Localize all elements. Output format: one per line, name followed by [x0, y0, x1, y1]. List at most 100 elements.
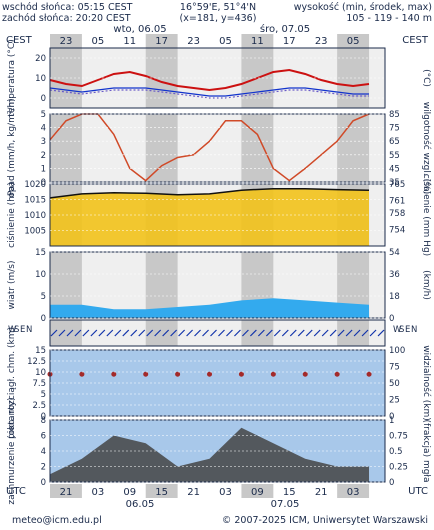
ytick-3-3: 15	[35, 248, 46, 258]
y2tick-3-2: 36	[389, 270, 400, 280]
wind-arrow	[178, 329, 186, 337]
visibility-bg	[50, 350, 385, 416]
ytick-5-0: 0	[41, 412, 46, 422]
ytick-3-0: 0	[41, 314, 46, 324]
wind-direction-panel: W WS SE EN N	[8, 319, 417, 347]
pressure-area	[50, 188, 370, 246]
ylabel-0: temperatura (°C)	[7, 39, 17, 116]
ylabel-5: pion. rozciągł. chm. (km)	[7, 327, 17, 439]
wind-arrow	[50, 329, 58, 337]
y2tick-5-2: 50	[389, 379, 400, 389]
bottom-hour-3: 15	[155, 487, 168, 498]
visibility-point	[111, 371, 117, 377]
y2label-5: widzialność (km)	[421, 345, 432, 421]
y2tick-3-0: 0	[389, 314, 394, 324]
night-band-4-3	[337, 320, 370, 346]
ytick-2-1: 1010	[24, 211, 46, 221]
top-hour-8: 23	[315, 36, 328, 47]
wind-arrow	[257, 329, 265, 337]
y2tick-1-5: 85	[389, 110, 400, 120]
wind-arrow	[130, 329, 138, 337]
tz-right: CEST	[402, 35, 429, 46]
visibility-point	[334, 371, 340, 377]
wind-panel: 0 5 10 15 0 18 36 54 wiatr (m/s) (km/h)	[7, 248, 431, 324]
ytick-1-1: 1	[41, 164, 46, 174]
ytick-1-3: 3	[41, 137, 46, 147]
y2tick-5-1: 25	[389, 396, 400, 406]
night-band-1-1	[145, 114, 178, 182]
wind-arrow	[297, 329, 305, 337]
top-day-1: wto, 06.05	[113, 24, 166, 35]
y2tick-2-1: 758	[389, 209, 405, 219]
wind-arrow	[194, 329, 201, 337]
temperature-series-2	[49, 89, 369, 99]
wind-arrow	[138, 329, 146, 337]
ytick-3-2: 10	[35, 270, 46, 280]
bottom-hour-5: 03	[219, 487, 232, 498]
wind-arrow	[82, 329, 90, 337]
y2tick-1-2: 55	[389, 151, 400, 161]
ytick-5-4: 10	[35, 368, 46, 378]
temperature-panel: 0 10 20 temperatura (°C) (°C)	[7, 39, 431, 116]
ytick-2-0: 1005	[24, 227, 46, 237]
visibility-point	[207, 371, 213, 377]
wind-arrow	[313, 329, 321, 337]
wind-arrow	[321, 329, 329, 337]
footer-copyright: © 2007-2025 ICM, Uniwersytet Warszawski	[222, 515, 428, 526]
visibility-point	[238, 371, 244, 377]
ytick-0-0: 0	[41, 94, 46, 104]
y2tick-6-1: 0.25	[389, 463, 408, 473]
ytick-6-1: 2	[41, 463, 46, 473]
wind-arrow	[226, 329, 233, 337]
compass-right-3: N	[411, 325, 417, 335]
top-hour-6: 11	[251, 36, 264, 47]
y2tick-2-0: 754	[389, 225, 405, 235]
wind-arrow	[281, 329, 289, 337]
wind-arrow	[361, 329, 369, 337]
top-hour-2: 11	[123, 36, 136, 47]
y2tick-6-3: 0.75	[389, 432, 408, 442]
wind-arrow	[162, 329, 170, 337]
wind-arrow	[122, 329, 130, 337]
night-band-4-0	[50, 320, 82, 346]
visibility-point	[79, 371, 85, 377]
wind-arrow	[345, 329, 353, 337]
wind-arrow	[329, 329, 337, 337]
temperature-series-1	[49, 87, 369, 97]
tz-left: CEST	[6, 35, 33, 46]
wind-arrow	[106, 329, 114, 337]
pressure-panel: 1005 1010 1015 1020 754 758 761 765 ciśnienie (h…	[6, 174, 432, 256]
y2label-3: (km/h)	[421, 270, 431, 300]
bottom-hour-1: 03	[91, 487, 104, 498]
ytick-6-3: 6	[41, 432, 46, 442]
wind-arrow	[289, 329, 297, 337]
bottom-hour-band-2	[241, 484, 274, 498]
humidity-series-0	[49, 113, 370, 182]
y2tick-1-1: 45	[389, 164, 400, 174]
wind-arrow	[114, 329, 122, 337]
cloud-area	[50, 427, 370, 482]
wind-arrow	[146, 329, 154, 337]
wind-arrow	[74, 329, 82, 337]
y2tick-1-3: 65	[389, 137, 400, 147]
panel-bg-4	[50, 320, 385, 346]
wind-arrow	[234, 329, 241, 337]
y2tick-6-0: 0	[389, 478, 394, 488]
compass-right-1: S	[399, 325, 404, 335]
visibility-point	[302, 371, 308, 377]
night-band-0-3	[337, 48, 370, 108]
top-hour-band-3	[337, 34, 370, 48]
ytick-5-2: 5	[41, 390, 46, 400]
bottom-hour-band-0	[50, 484, 82, 498]
wind-arrow	[265, 329, 273, 337]
ytick-2-2: 1015	[24, 196, 46, 206]
bottom-hour-4: 21	[187, 487, 200, 498]
height-values: 105 - 119 - 140 m	[346, 13, 432, 24]
height-label: wysokość (min, środek, max)	[294, 2, 432, 13]
bottom-hour-9: 03	[347, 487, 360, 498]
y2tick-5-0: 0	[389, 412, 394, 422]
ytick-6-0: 0	[41, 478, 46, 488]
